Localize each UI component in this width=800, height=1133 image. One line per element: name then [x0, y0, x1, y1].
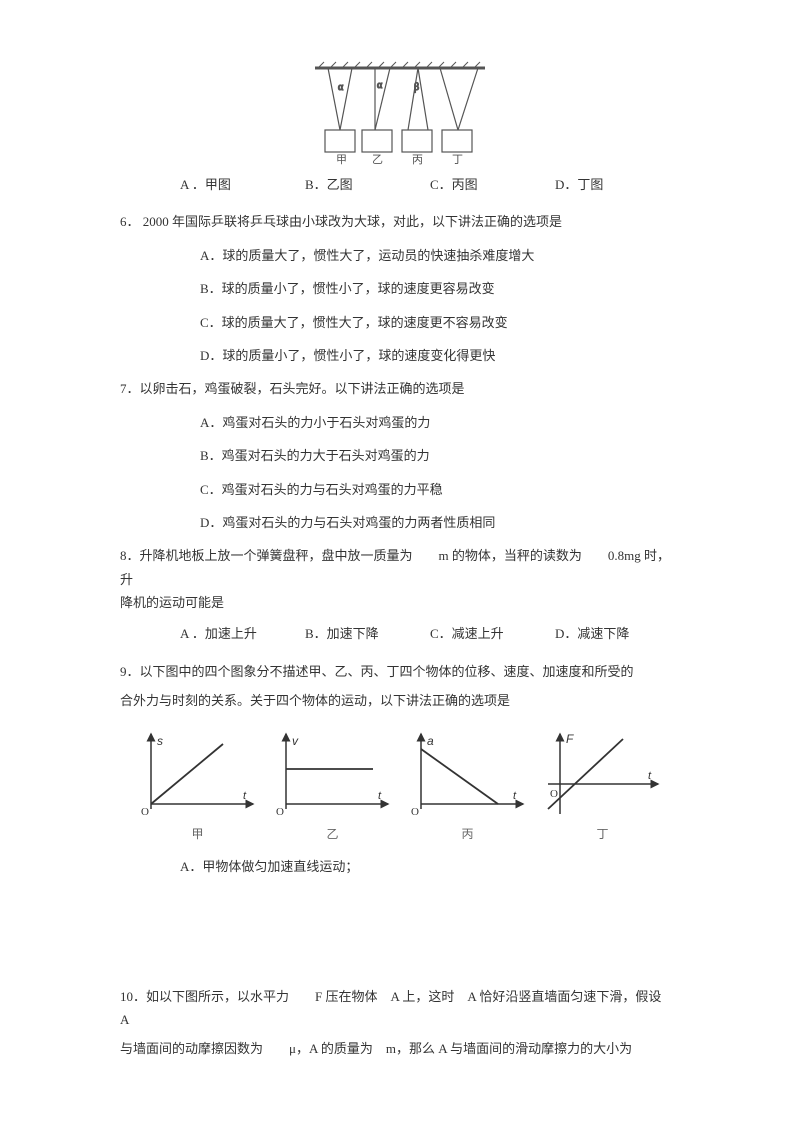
svg-text:O: O [550, 788, 558, 800]
q6-option-b: B．球的质量小了，惯性小了，球的速度更容易改变 [200, 277, 680, 300]
svg-text:a: a [427, 734, 434, 748]
graph-caption-1: 甲 [130, 824, 265, 846]
box-label-2: 乙 [372, 153, 383, 165]
q8-line2: 降机的运动可能是 [120, 591, 680, 614]
svg-text:O: O [411, 806, 419, 818]
q7-option-c: C．鸡蛋对石头的力与石头对鸡蛋的力平稳 [200, 478, 680, 501]
graph-caption-2: 乙 [265, 824, 400, 846]
q5-options: A ．甲图 B．乙图 C．丙图 D．丁图 [120, 173, 680, 196]
q9-option-a: A．甲物体做匀加速直线运动； [180, 855, 680, 878]
q7-stem: 7．以卵击石，鸡蛋破裂，石头完好。以下讲法正确的选项是 [120, 377, 680, 400]
svg-text:t: t [243, 790, 247, 802]
q7: 7．以卵击石，鸡蛋破裂，石头完好。以下讲法正确的选项是 A．鸡蛋对石头的力小于石… [120, 377, 680, 534]
q8-line1: 8．升降机地板上放一个弹簧盘秤，盘中放一质量为 m 的物体，当秤的读数为 0.8… [120, 544, 680, 591]
q10-line2: 与墙面间的动摩擦因数为 μ，A 的质量为 m，那么 A 与墙面间的滑动摩擦力的大… [120, 1037, 680, 1060]
q7-option-b: B．鸡蛋对石头的力大于石头对鸡蛋的力 [200, 444, 680, 467]
graph-yi: v t O 乙 [265, 729, 400, 846]
q5-option-b: B．乙图 [305, 173, 430, 196]
q10: 10．如以下图所示，以水平力 F 压在物体 A 上，这时 A 恰好沿竖直墙面匀速… [120, 985, 680, 1061]
q8: 8．升降机地板上放一个弹簧盘秤，盘中放一质量为 m 的物体，当秤的读数为 0.8… [120, 544, 680, 646]
q5-option-a: A ．甲图 [180, 173, 305, 196]
box-label-1: 甲 [336, 154, 347, 165]
q6-option-c: C．球的质量大了，惯性大了，球的速度更不容易改变 [200, 311, 680, 334]
q9-line2: 合外力与时刻的关系。关于四个物体的运动，以下讲法正确的选项是 [120, 689, 680, 712]
q7-option-a: A．鸡蛋对石头的力小于石头对鸡蛋的力 [200, 411, 680, 434]
box-label-3: 丙 [412, 154, 423, 165]
q5-option-d: D．丁图 [555, 173, 680, 196]
graph-jia: s t O 甲 [130, 729, 265, 846]
svg-text:t: t [648, 770, 652, 782]
q6-option-d: D．球的质量小了，惯性小了，球的速度变化得更快 [200, 344, 680, 367]
q10-line1: 10．如以下图所示，以水平力 F 压在物体 A 上，这时 A 恰好沿竖直墙面匀速… [120, 985, 680, 1032]
q6: 6． 2000 年国际乒联将乒乓球由小球改为大球，对此，以下讲法正确的选项是 A… [120, 210, 680, 367]
graph-caption-3: 丙 [400, 824, 535, 846]
q5-diagram: α α β 甲 乙 丙 丁 [120, 60, 680, 165]
svg-text:s: s [157, 734, 163, 748]
q8-option-c: C．减速上升 [430, 622, 555, 645]
q6-option-a: A．球的质量大了，惯性大了，运动员的快速抽杀难度增大 [200, 244, 680, 267]
q9-graphs: s t O 甲 v t O 乙 a t O 丙 [120, 729, 680, 846]
q8-option-b: B．加速下降 [305, 622, 430, 645]
q5-option-c: C．丙图 [430, 173, 555, 196]
svg-text:t: t [378, 790, 382, 802]
alpha-label-1: α [338, 82, 344, 93]
q6-stem: 6． 2000 年国际乒联将乒乓球由小球改为大球，对此，以下讲法正确的选项是 [120, 210, 680, 233]
svg-text:O: O [141, 806, 149, 818]
beta-label: β [414, 82, 419, 93]
svg-text:F: F [566, 732, 574, 746]
alpha-label-2: α [377, 80, 383, 91]
graph-bing: a t O 丙 [400, 729, 535, 846]
graph-caption-4: 丁 [535, 824, 670, 846]
q8-option-a: A ．加速上升 [180, 622, 305, 645]
q8-option-d: D．减速下降 [555, 622, 680, 645]
q9-line1: 9．以下图中的四个图象分不描述甲、乙、丙、丁四个物体的位移、速度、加速度和所受的 [120, 660, 680, 683]
svg-text:O: O [276, 806, 284, 818]
q9: 9．以下图中的四个图象分不描述甲、乙、丙、丁四个物体的位移、速度、加速度和所受的… [120, 660, 680, 713]
svg-text:v: v [292, 734, 299, 748]
box-label-4: 丁 [452, 154, 463, 165]
graph-ding: F t O 丁 [535, 729, 670, 846]
svg-text:t: t [513, 790, 517, 802]
q7-option-d: D．鸡蛋对石头的力与石头对鸡蛋的力两者性质相同 [200, 511, 680, 534]
